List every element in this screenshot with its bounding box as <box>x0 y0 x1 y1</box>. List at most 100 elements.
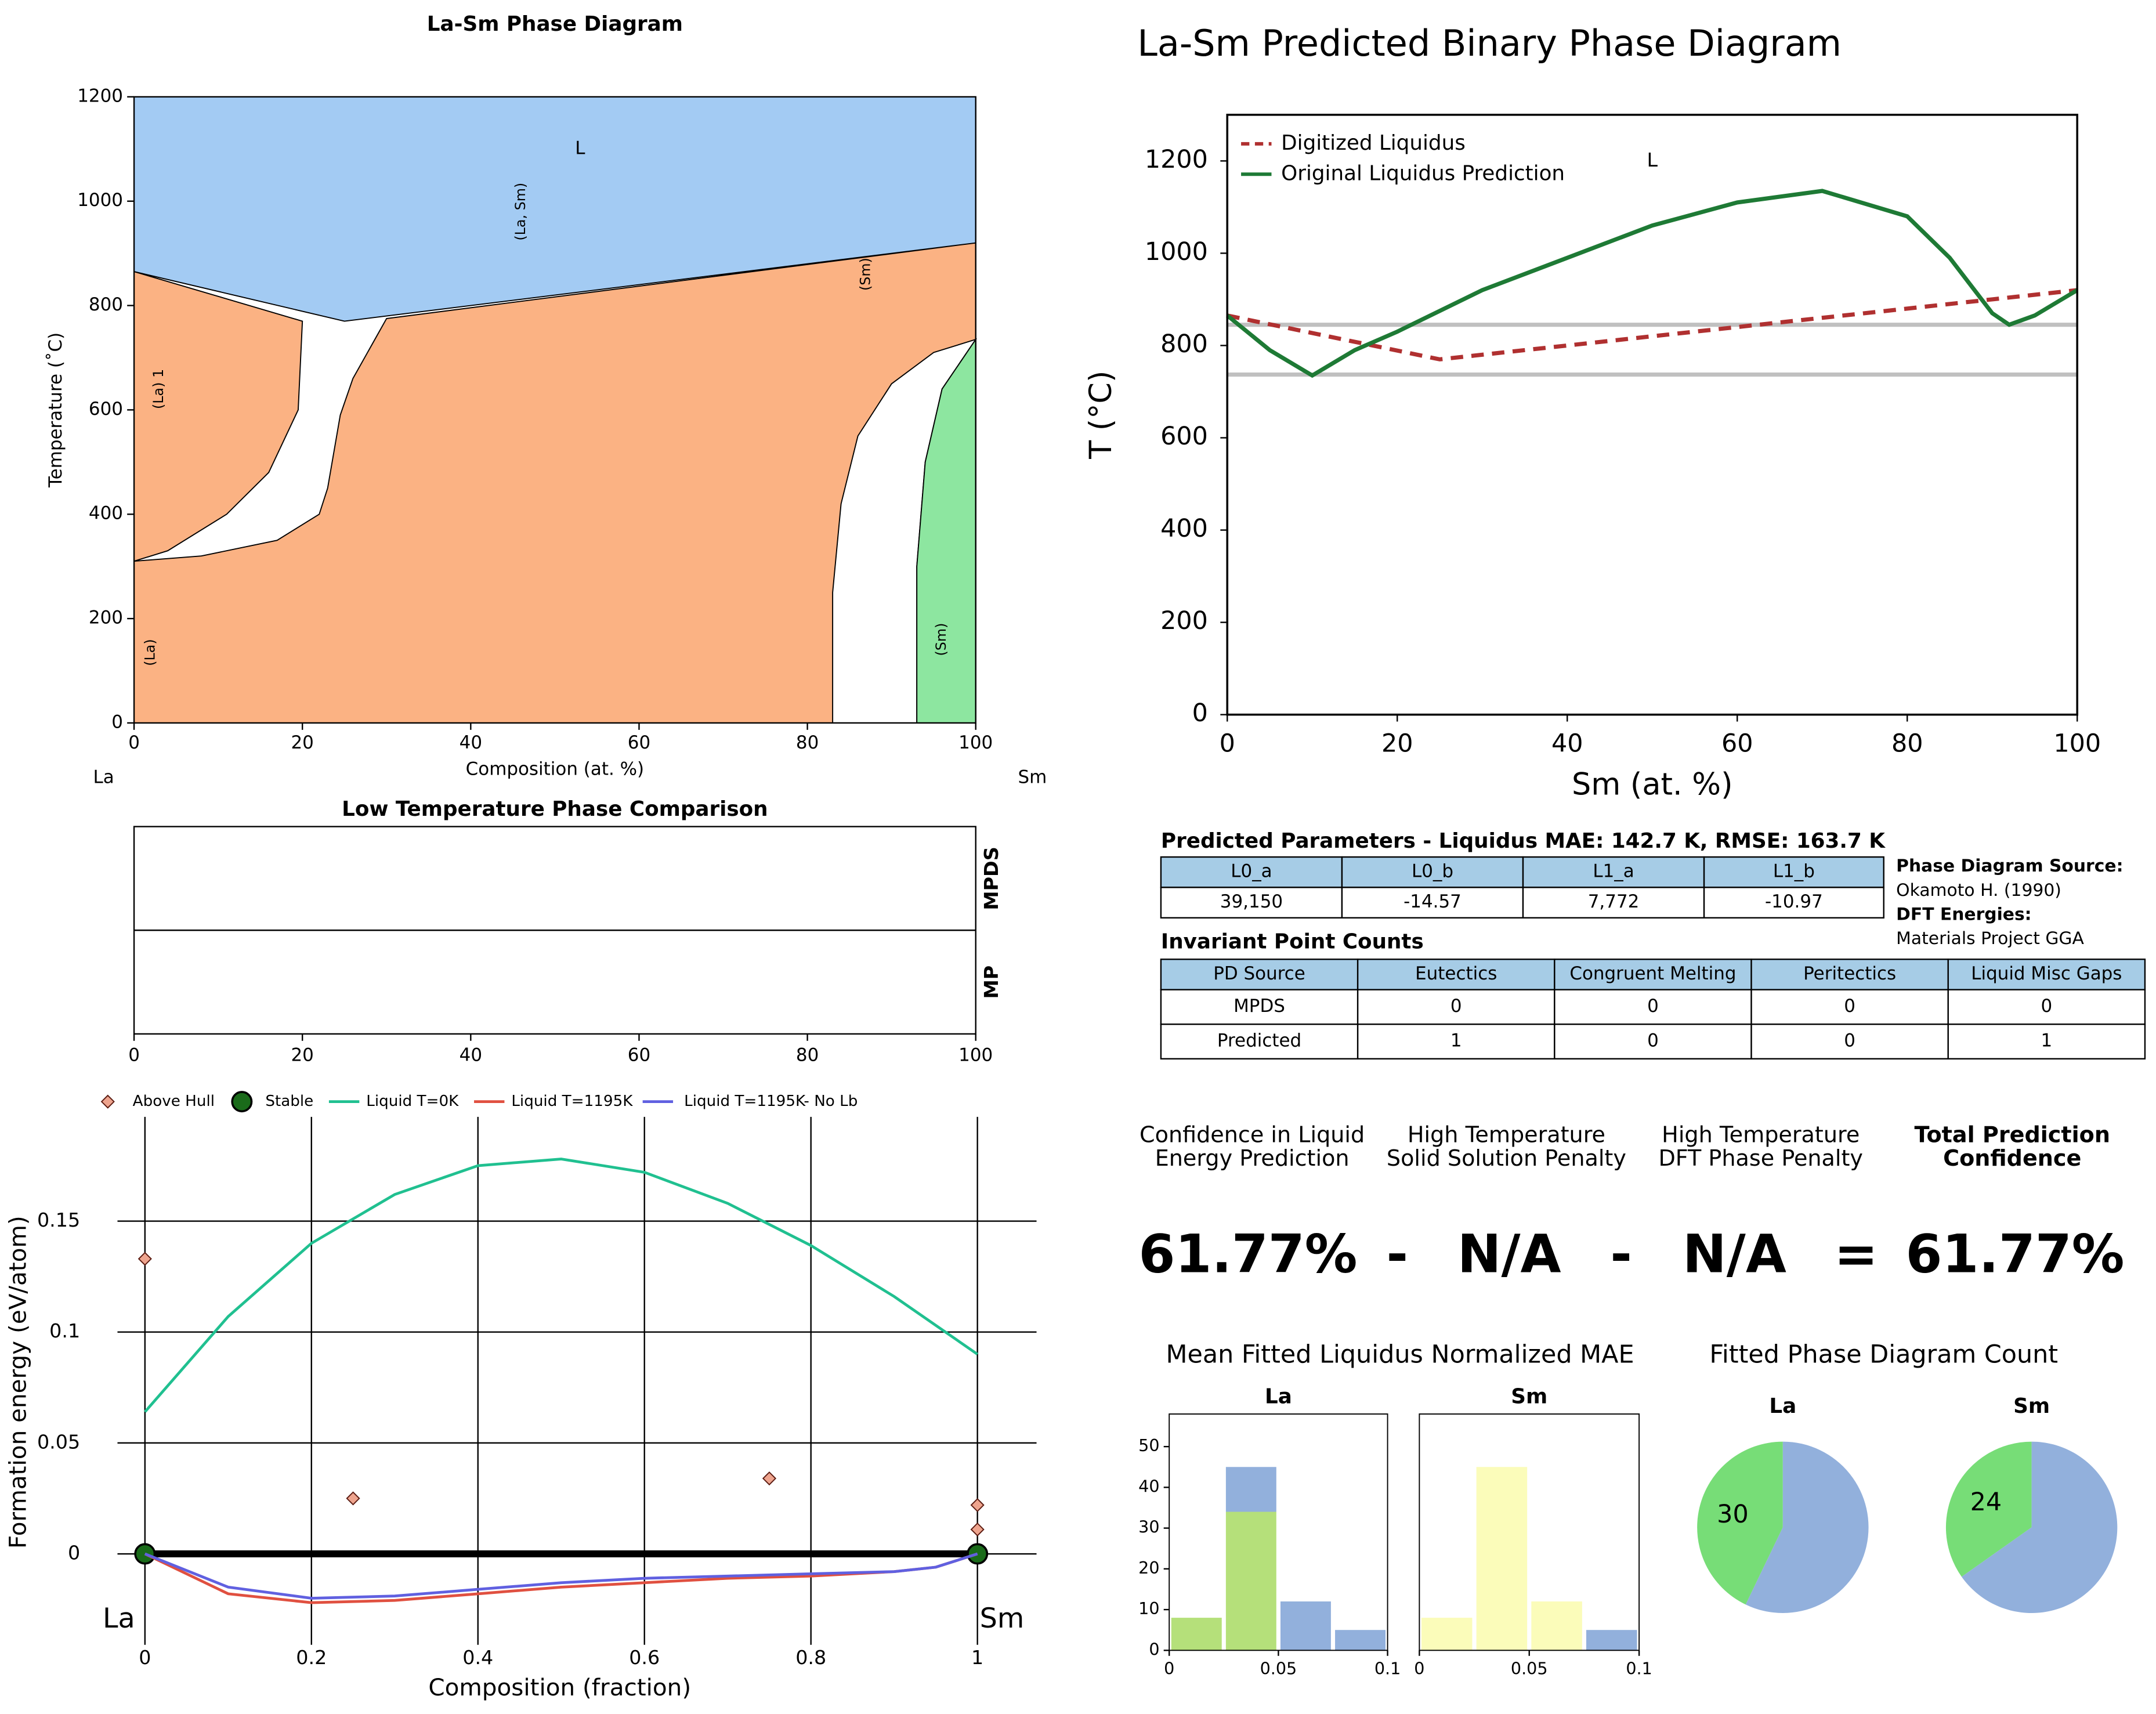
y-tick-label: 0 <box>1149 1639 1159 1659</box>
table-cell <box>1554 989 1752 1025</box>
region-label: L <box>575 138 585 158</box>
row-label: MP <box>980 966 1003 999</box>
confidence-value: - <box>1610 1224 1632 1285</box>
plot-frame <box>1226 114 2079 716</box>
x-tick-label: 0.1 <box>1626 1659 1652 1679</box>
chart-title: Low Temperature Phase Comparison <box>342 797 768 821</box>
slice-label: 30 <box>1717 1500 1749 1529</box>
histogram-bar <box>1421 1618 1473 1651</box>
y-tick-label: 800 <box>89 294 123 315</box>
legend-label: Liquid T=0K <box>366 1093 459 1110</box>
x-tick-label: 0 <box>128 1045 140 1066</box>
x-axis-label: Composition (at. %) <box>466 758 645 779</box>
y-tick-label: 0 <box>68 1542 80 1564</box>
confidence-value: N/A <box>1457 1224 1561 1285</box>
x-tick-label: 0.05 <box>1260 1659 1297 1679</box>
end-label: La <box>103 1603 135 1635</box>
confidence-header: Energy Prediction <box>1155 1145 1350 1171</box>
x-tick-label: 40 <box>460 732 482 753</box>
series-line <box>1227 288 2078 361</box>
x-tick-label: 100 <box>2053 729 2101 758</box>
histogram-bar <box>1531 1601 1582 1651</box>
end-label: La <box>93 767 114 788</box>
x-tick-label: 100 <box>958 1045 993 1066</box>
above-hull-point <box>138 1252 152 1266</box>
panel-title: La <box>1265 1384 1292 1408</box>
x-tick-label: 0.4 <box>462 1646 493 1669</box>
y-axis-label: T (°C) <box>1083 371 1119 460</box>
table-cell <box>1750 1024 1949 1060</box>
table-value: 1 <box>2041 1030 2052 1051</box>
chart-title: Fitted Phase Diagram Count <box>1709 1340 2058 1369</box>
confidence-header: Total Prediction <box>1915 1122 2110 1148</box>
table-cell <box>1341 887 1524 919</box>
y-tick-label: 50 <box>1138 1435 1159 1455</box>
chart-title: Mean Fitted Liquidus Normalized MAE <box>1166 1340 1634 1369</box>
table-cell <box>1160 887 1343 919</box>
x-tick-label: 0 <box>1414 1659 1424 1679</box>
table-value: 0 <box>2041 996 2052 1017</box>
legend-label: Liquid T=1195K <box>511 1093 633 1110</box>
table-header: PD Source <box>1213 963 1305 984</box>
table-value: 7,772 <box>1588 891 1640 912</box>
slice-label: 24 <box>1970 1488 2002 1517</box>
x-tick-label: 0 <box>1164 1659 1174 1679</box>
table-header: Eutectics <box>1415 963 1497 984</box>
y-axis-label: Temperature (˚C) <box>45 332 66 488</box>
table-value: 0 <box>1844 1030 1855 1051</box>
table-cell <box>1160 1024 1359 1060</box>
x-tick-label: 40 <box>1551 729 1583 758</box>
x-tick-label: 1 <box>971 1646 983 1669</box>
table-cell <box>1947 1024 2146 1060</box>
x-tick-label: 40 <box>460 1045 482 1066</box>
above-hull-point <box>970 1522 985 1537</box>
legend-label: Above Hull <box>133 1093 215 1110</box>
table-cell <box>1522 887 1705 919</box>
x-tick-label: 60 <box>628 732 650 753</box>
region-label: (La) 1 <box>150 369 167 409</box>
y-tick-label: 40 <box>1138 1476 1159 1496</box>
x-axis-label: Sm (at. %) <box>1572 767 1733 802</box>
panel-title: Sm <box>2013 1394 2050 1418</box>
series-line <box>1226 189 2079 378</box>
legend-swatch <box>231 1091 253 1113</box>
plot-frame <box>1419 1413 1640 1651</box>
table-value: 0 <box>1647 996 1659 1017</box>
x-tick-label: 0.1 <box>1374 1659 1401 1679</box>
table-header: L0_b <box>1412 861 1453 882</box>
pie-slice <box>1697 1441 1783 1605</box>
table-cell <box>1160 989 1359 1025</box>
table-header: L1_a <box>1593 861 1634 882</box>
confidence-value: 61.77% <box>1906 1224 2125 1285</box>
y-tick-label: 400 <box>89 503 123 524</box>
histogram-bar <box>1225 1467 1276 1512</box>
x-tick-label: 60 <box>1721 729 1753 758</box>
panel-title: Sm <box>1511 1384 1547 1408</box>
series-line <box>144 1552 978 1604</box>
y-tick-label: 200 <box>1160 606 1208 635</box>
legend-label: Digitized Liquidus <box>1281 131 1466 155</box>
region-label: (Sm) <box>933 623 949 656</box>
confidence-header: Confidence <box>1943 1145 2081 1171</box>
source-text: Materials Project GGA <box>1896 928 2084 949</box>
y-tick-label: 0 <box>111 711 123 732</box>
region-label: (Sm) <box>858 258 874 291</box>
end-label: Sm <box>1018 767 1047 788</box>
table-header: Liquid Misc Gaps <box>1971 963 2122 984</box>
y-tick-label: 0.05 <box>37 1430 80 1453</box>
y-tick-label: 0 <box>1192 699 1208 728</box>
confidence-header: High Temperature <box>1408 1122 1605 1148</box>
table-cell <box>1750 989 1949 1025</box>
table-header: L1_b <box>1773 861 1815 882</box>
histogram-bar <box>1476 1467 1528 1651</box>
table-title: Invariant Point Counts <box>1161 930 1424 954</box>
histogram-bar <box>1280 1601 1331 1651</box>
histogram-bar <box>1335 1630 1386 1651</box>
table-header-cell <box>1160 959 1359 990</box>
table-header: L0_a <box>1231 861 1272 882</box>
confidence-header: DFT Phase Penalty <box>1658 1145 1863 1171</box>
chart-title: La-Sm Phase Diagram <box>427 12 683 36</box>
y-axis-label: Formation energy (eV/atom) <box>3 1216 31 1549</box>
